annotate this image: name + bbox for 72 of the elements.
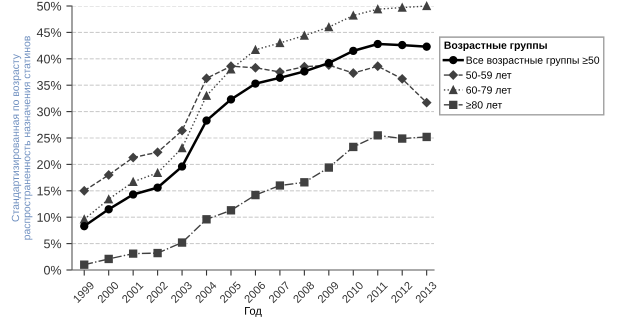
- point: [398, 134, 406, 143]
- point: [104, 254, 113, 264]
- point: [324, 163, 333, 172]
- point: [300, 67, 309, 76]
- point: [349, 142, 358, 152]
- point: [374, 5, 382, 14]
- y-tick-label: 45%: [36, 28, 62, 38]
- point: [348, 68, 358, 78]
- y-tick-label: 50%: [37, 2, 62, 11]
- point: [398, 74, 407, 84]
- point: [300, 178, 309, 187]
- point: [251, 190, 260, 200]
- point: [422, 132, 431, 142]
- point: [128, 152, 138, 162]
- point: [202, 116, 211, 125]
- point: [104, 205, 113, 214]
- y-tick-label: 10%: [38, 213, 62, 222]
- point: [422, 42, 431, 51]
- point: [374, 131, 382, 140]
- point: [276, 181, 284, 190]
- point: [349, 46, 358, 56]
- y-tick-label: 20%: [37, 160, 62, 170]
- point: [226, 206, 236, 215]
- x-axis-title: Год: [245, 307, 262, 317]
- point: [80, 260, 88, 269]
- point: [178, 238, 186, 247]
- point: [251, 79, 260, 88]
- legend-label: 60-79 лет: [466, 86, 512, 94]
- y-tick-label: 40%: [36, 54, 62, 64]
- point: [104, 195, 113, 204]
- point: [202, 74, 212, 83]
- y-tick-label: 5%: [44, 239, 62, 248]
- point: [202, 92, 211, 100]
- legend-title: Возрастные группы: [444, 42, 547, 51]
- y-tick-label: 15%: [38, 186, 62, 196]
- legend-label: Все возрастные группы ≥50: [466, 56, 600, 66]
- point: [80, 222, 88, 230]
- point: [300, 31, 309, 40]
- y-tick-label: 30%: [37, 107, 62, 116]
- point: [422, 98, 432, 108]
- point: [152, 148, 162, 157]
- point: [324, 58, 333, 68]
- point: [153, 183, 162, 192]
- point: [178, 162, 186, 171]
- y-tick-label: 25%: [37, 134, 62, 143]
- point: [276, 38, 284, 48]
- y-tick-label: 35%: [37, 81, 62, 90]
- point: [324, 22, 333, 32]
- point: [398, 40, 406, 50]
- point: [422, 2, 431, 10]
- point: [80, 186, 89, 196]
- legend-label: ≥80 лет: [466, 101, 502, 109]
- point: [153, 168, 162, 178]
- point: [202, 215, 211, 224]
- point: [104, 170, 114, 180]
- y-tick-label: 0%: [44, 266, 62, 275]
- point: [226, 95, 236, 104]
- point: [349, 11, 358, 20]
- point: [276, 74, 284, 82]
- point: [178, 144, 186, 152]
- legend-label: 50-59 лет: [466, 71, 512, 79]
- point: [398, 3, 406, 12]
- point: [128, 190, 138, 199]
- point: [153, 248, 162, 258]
- point: [177, 126, 187, 136]
- point: [128, 249, 138, 258]
- point: [250, 63, 260, 72]
- point: [373, 62, 382, 71]
- point: [128, 178, 138, 186]
- y-axis-title: Стандартизированная по возрасту распространенность назначения статинов: [12, 36, 32, 240]
- point: [251, 46, 260, 54]
- point: [374, 40, 382, 48]
